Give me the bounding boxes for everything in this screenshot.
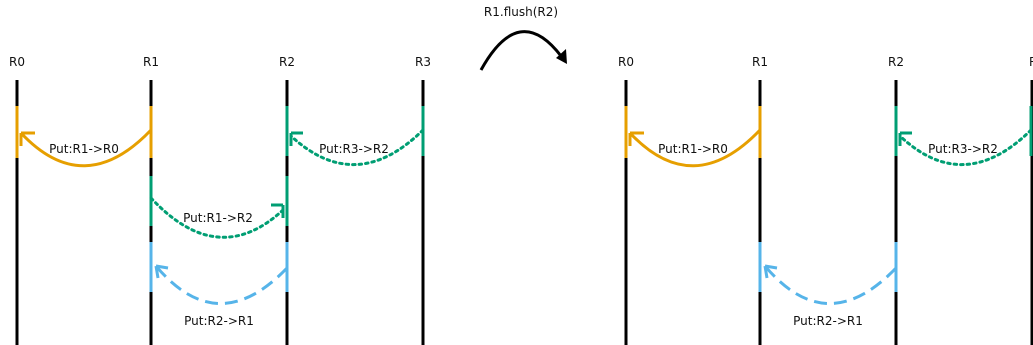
message-label: Put:R2->R1 bbox=[184, 314, 254, 328]
transition: R1.flush(R2) bbox=[479, 5, 567, 71]
curved-arrow-icon bbox=[479, 30, 563, 71]
message-label: Put:R1->R2 bbox=[183, 211, 253, 225]
after-panel: R0 R1 R2 R Put:R1->R0 bbox=[618, 55, 1033, 345]
message-put-r3-r2: Put:R3->R2 bbox=[894, 106, 1033, 167]
lane-label-r1: R1 bbox=[752, 55, 768, 69]
message-label: Put:R1->R0 bbox=[49, 142, 119, 156]
arrowhead-icon bbox=[628, 131, 644, 146]
arrowhead-icon bbox=[154, 264, 169, 279]
lane-label-r3: R bbox=[1029, 55, 1033, 69]
operation-label: R1.flush(R2) bbox=[484, 5, 558, 19]
lane-label-r2: R2 bbox=[888, 55, 904, 69]
arrowhead-icon bbox=[898, 131, 912, 146]
message-put-r3-r2: Put:R3->R2 bbox=[285, 106, 425, 167]
message-put-r2-r1: Put:R2->R1 bbox=[758, 242, 898, 328]
lane-label-r3: R3 bbox=[415, 55, 431, 69]
message-arc bbox=[289, 128, 425, 167]
arrowhead-icon bbox=[289, 131, 303, 146]
curved-arrow-head-icon bbox=[556, 49, 567, 64]
message-put-r1-r0: Put:R1->R0 bbox=[624, 106, 762, 168]
lane-label-r0: R0 bbox=[9, 55, 25, 69]
message-arc bbox=[149, 196, 285, 239]
message-arc bbox=[763, 265, 898, 305]
message-put-r1-r0: Put:R1->R0 bbox=[15, 106, 153, 168]
message-label: Put:R3->R2 bbox=[319, 142, 389, 156]
message-put-r1-r2: Put:R1->R2 bbox=[149, 176, 289, 239]
arrowhead-icon bbox=[19, 131, 35, 146]
message-arc bbox=[19, 128, 153, 168]
message-label: Put:R1->R0 bbox=[658, 142, 728, 156]
before-panel: R0 R1 R2 R3 Put:R1->R0 bbox=[9, 55, 431, 345]
lane-label-r2: R2 bbox=[279, 55, 295, 69]
message-put-r2-r1: Put:R2->R1 bbox=[149, 242, 289, 328]
arrowhead-icon bbox=[763, 264, 778, 279]
lane-label-r0: R0 bbox=[618, 55, 634, 69]
arrowhead-icon bbox=[271, 203, 285, 218]
message-label: Put:R2->R1 bbox=[793, 314, 863, 328]
message-label: Put:R3->R2 bbox=[928, 142, 998, 156]
lane-label-r1: R1 bbox=[143, 55, 159, 69]
message-arc bbox=[154, 265, 289, 305]
message-arc bbox=[898, 128, 1033, 167]
message-arc bbox=[628, 128, 762, 168]
